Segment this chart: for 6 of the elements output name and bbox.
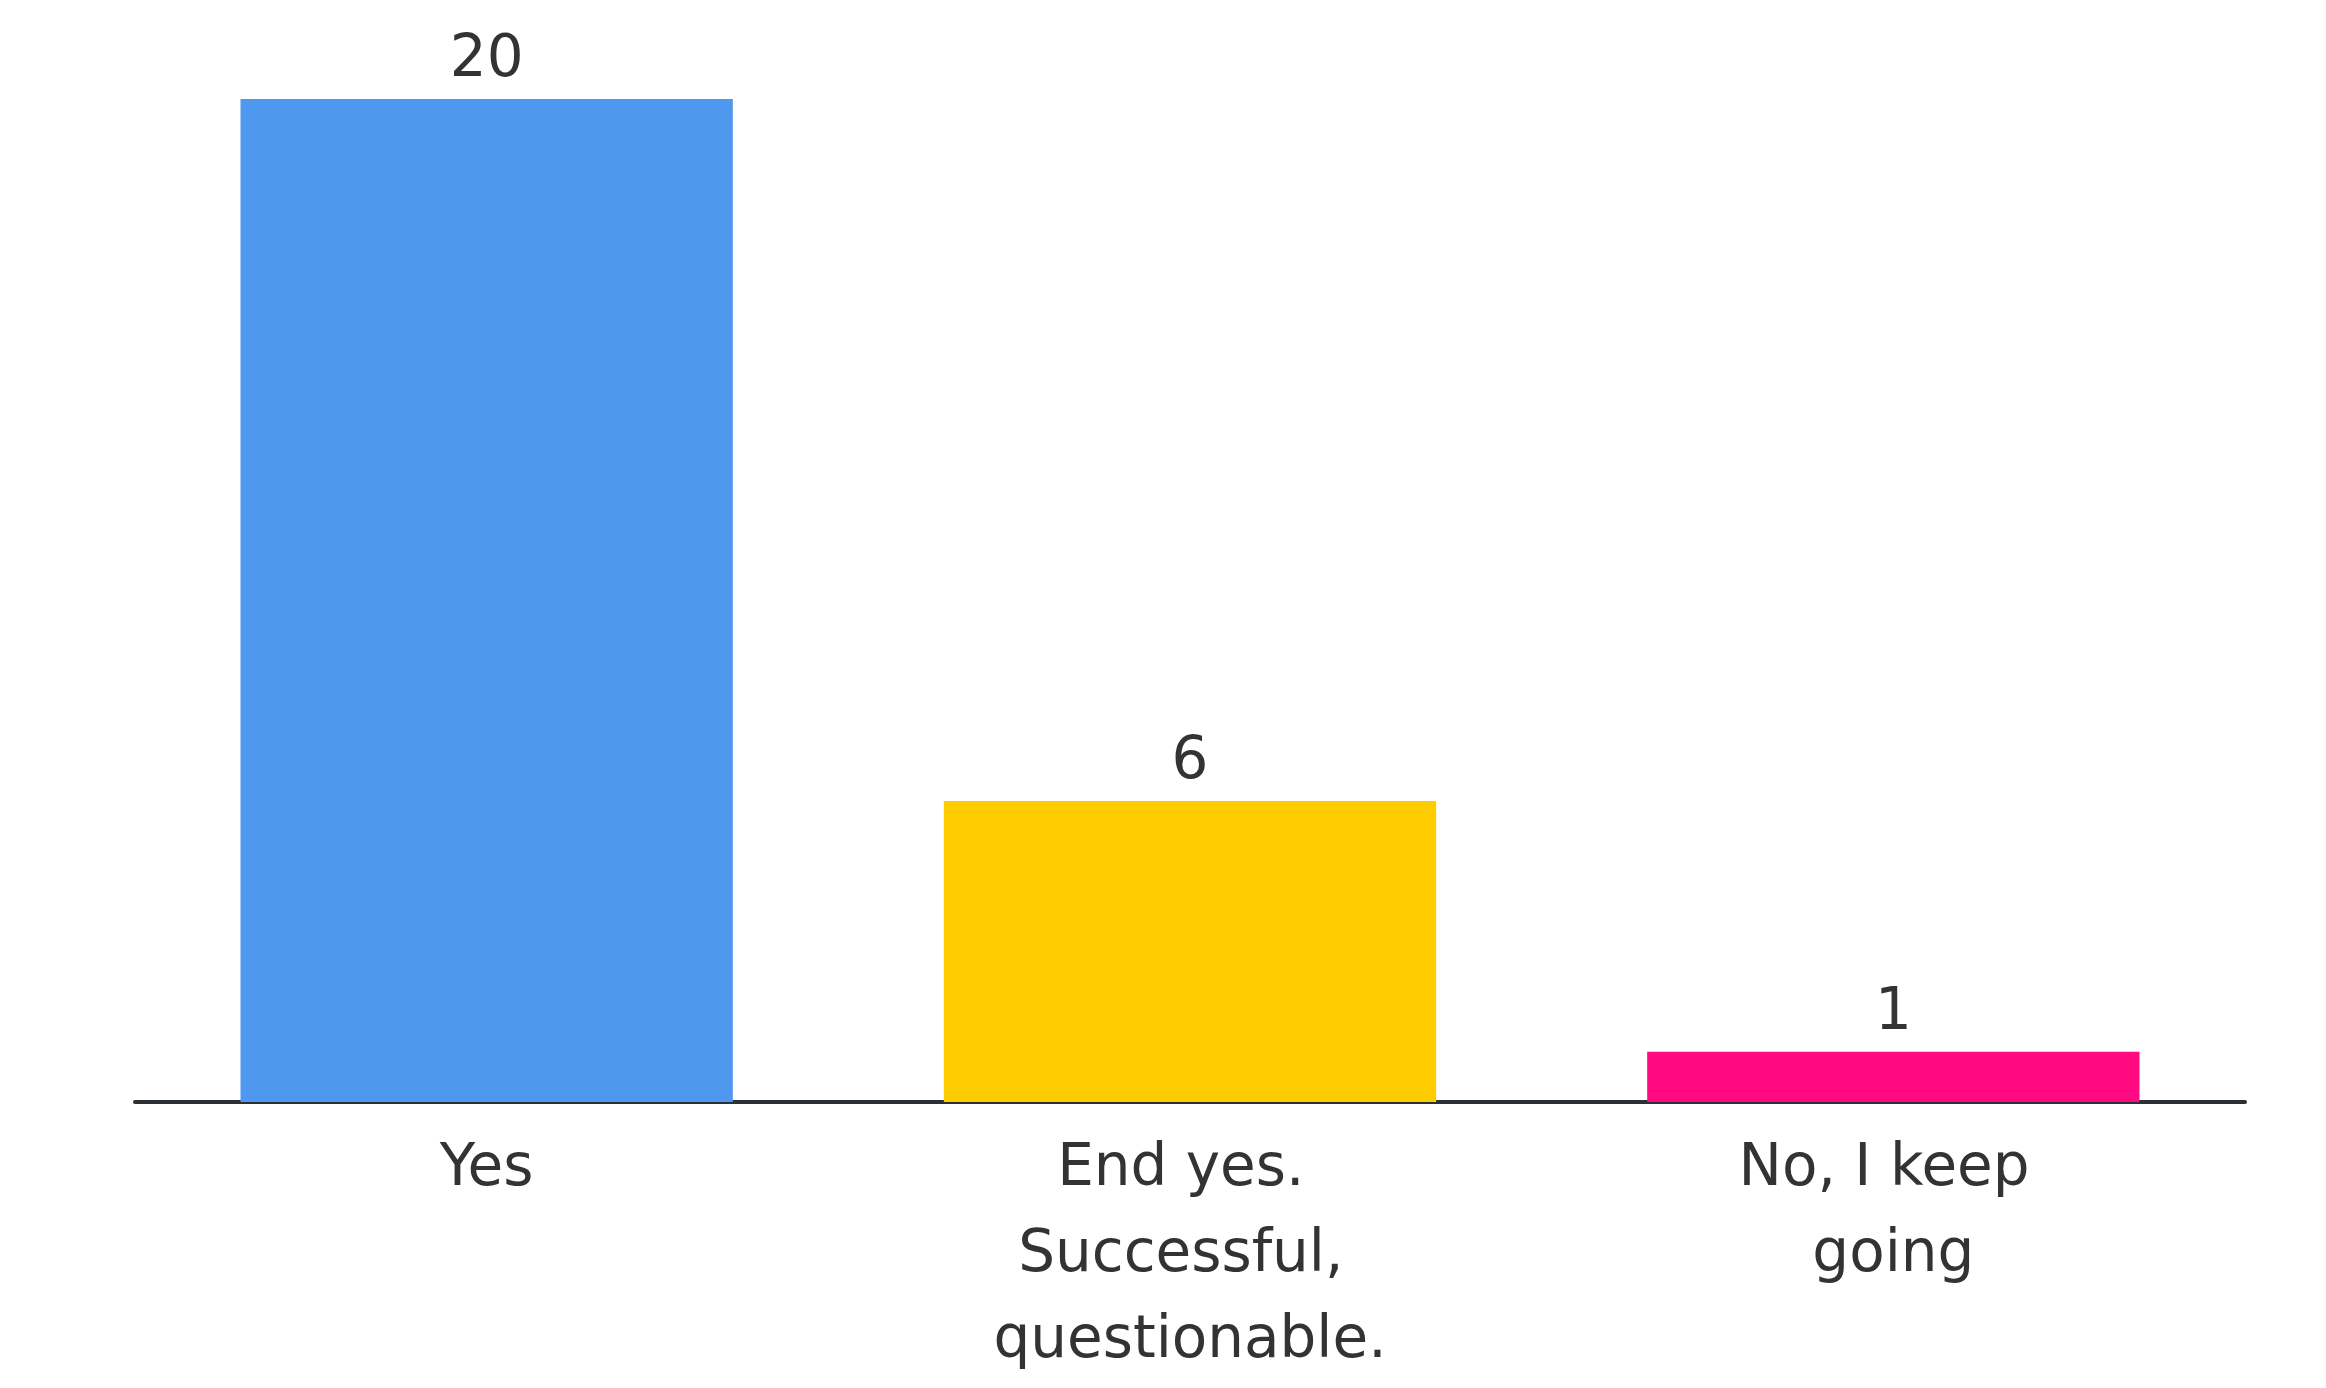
data-label: 6 <box>1171 724 1209 793</box>
data-label: 20 <box>449 22 524 90</box>
data-label: 1 <box>1874 974 1912 1043</box>
x-tick-label: Yes <box>438 1131 534 1199</box>
x-tick-label: End yes. Successful, questionable. <box>993 1131 1387 1371</box>
x-tick-label: No, I keep going <box>1738 1131 2049 1285</box>
